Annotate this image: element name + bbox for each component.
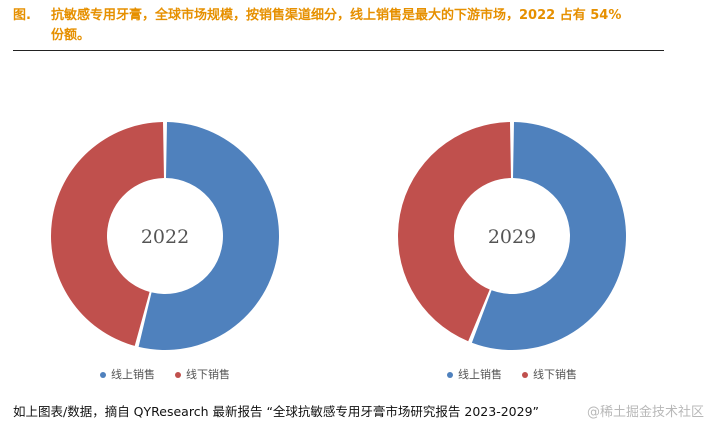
legend-dot-icon bbox=[100, 372, 106, 378]
legend-label: 线下销售 bbox=[533, 368, 577, 381]
legend-item-offline: 线下销售 bbox=[522, 366, 577, 382]
watermark: @稀土掘金技术社区 bbox=[582, 401, 704, 420]
legend-item-offline: 线下销售 bbox=[175, 366, 230, 382]
legend-dot-icon bbox=[522, 372, 528, 378]
donut-center-year: 2029 bbox=[488, 226, 536, 248]
legend-label: 线上销售 bbox=[111, 368, 155, 381]
donut-chart-2022: 2022 线上销售 线下销售 bbox=[15, 110, 315, 410]
legend: 线上销售 线下销售 bbox=[15, 366, 315, 382]
legend: 线上销售 线下销售 bbox=[362, 366, 662, 382]
legend-label: 线下销售 bbox=[186, 368, 230, 381]
caption-line-1: 抗敏感专用牙膏，全球市场规模，按销售渠道细分，线上销售是最大的下游市场，2022… bbox=[51, 8, 622, 23]
donut-slice-online bbox=[471, 122, 626, 350]
donut-slice-online bbox=[138, 122, 279, 350]
legend-dot-icon bbox=[175, 372, 181, 378]
caption-rule bbox=[13, 50, 664, 51]
legend-label: 线上销售 bbox=[458, 368, 502, 381]
donut-svg-2029: 2029 bbox=[398, 122, 626, 350]
donut-slice-offline bbox=[398, 122, 511, 342]
legend-dot-icon bbox=[447, 372, 453, 378]
legend-item-online: 线上销售 bbox=[447, 366, 502, 382]
figure-caption: 图. 抗敏感专用牙膏，全球市场规模，按销售渠道细分，线上销售是最大的下游市场，20… bbox=[13, 6, 673, 46]
caption-line-2: 份额。 bbox=[51, 28, 91, 43]
donut-slice-offline bbox=[50, 122, 164, 346]
figure-label: 图. bbox=[13, 8, 31, 23]
donut-center-year: 2022 bbox=[141, 226, 189, 248]
source-note: 如上图表/数据，摘自 QYResearch 最新报告 “全球抗敏感专用牙膏市场研… bbox=[13, 404, 540, 419]
donut-chart-2029: 2029 线上销售 线下销售 bbox=[362, 110, 662, 410]
donut-svg-2022: 2022 bbox=[50, 122, 279, 350]
legend-item-online: 线上销售 bbox=[100, 366, 155, 382]
